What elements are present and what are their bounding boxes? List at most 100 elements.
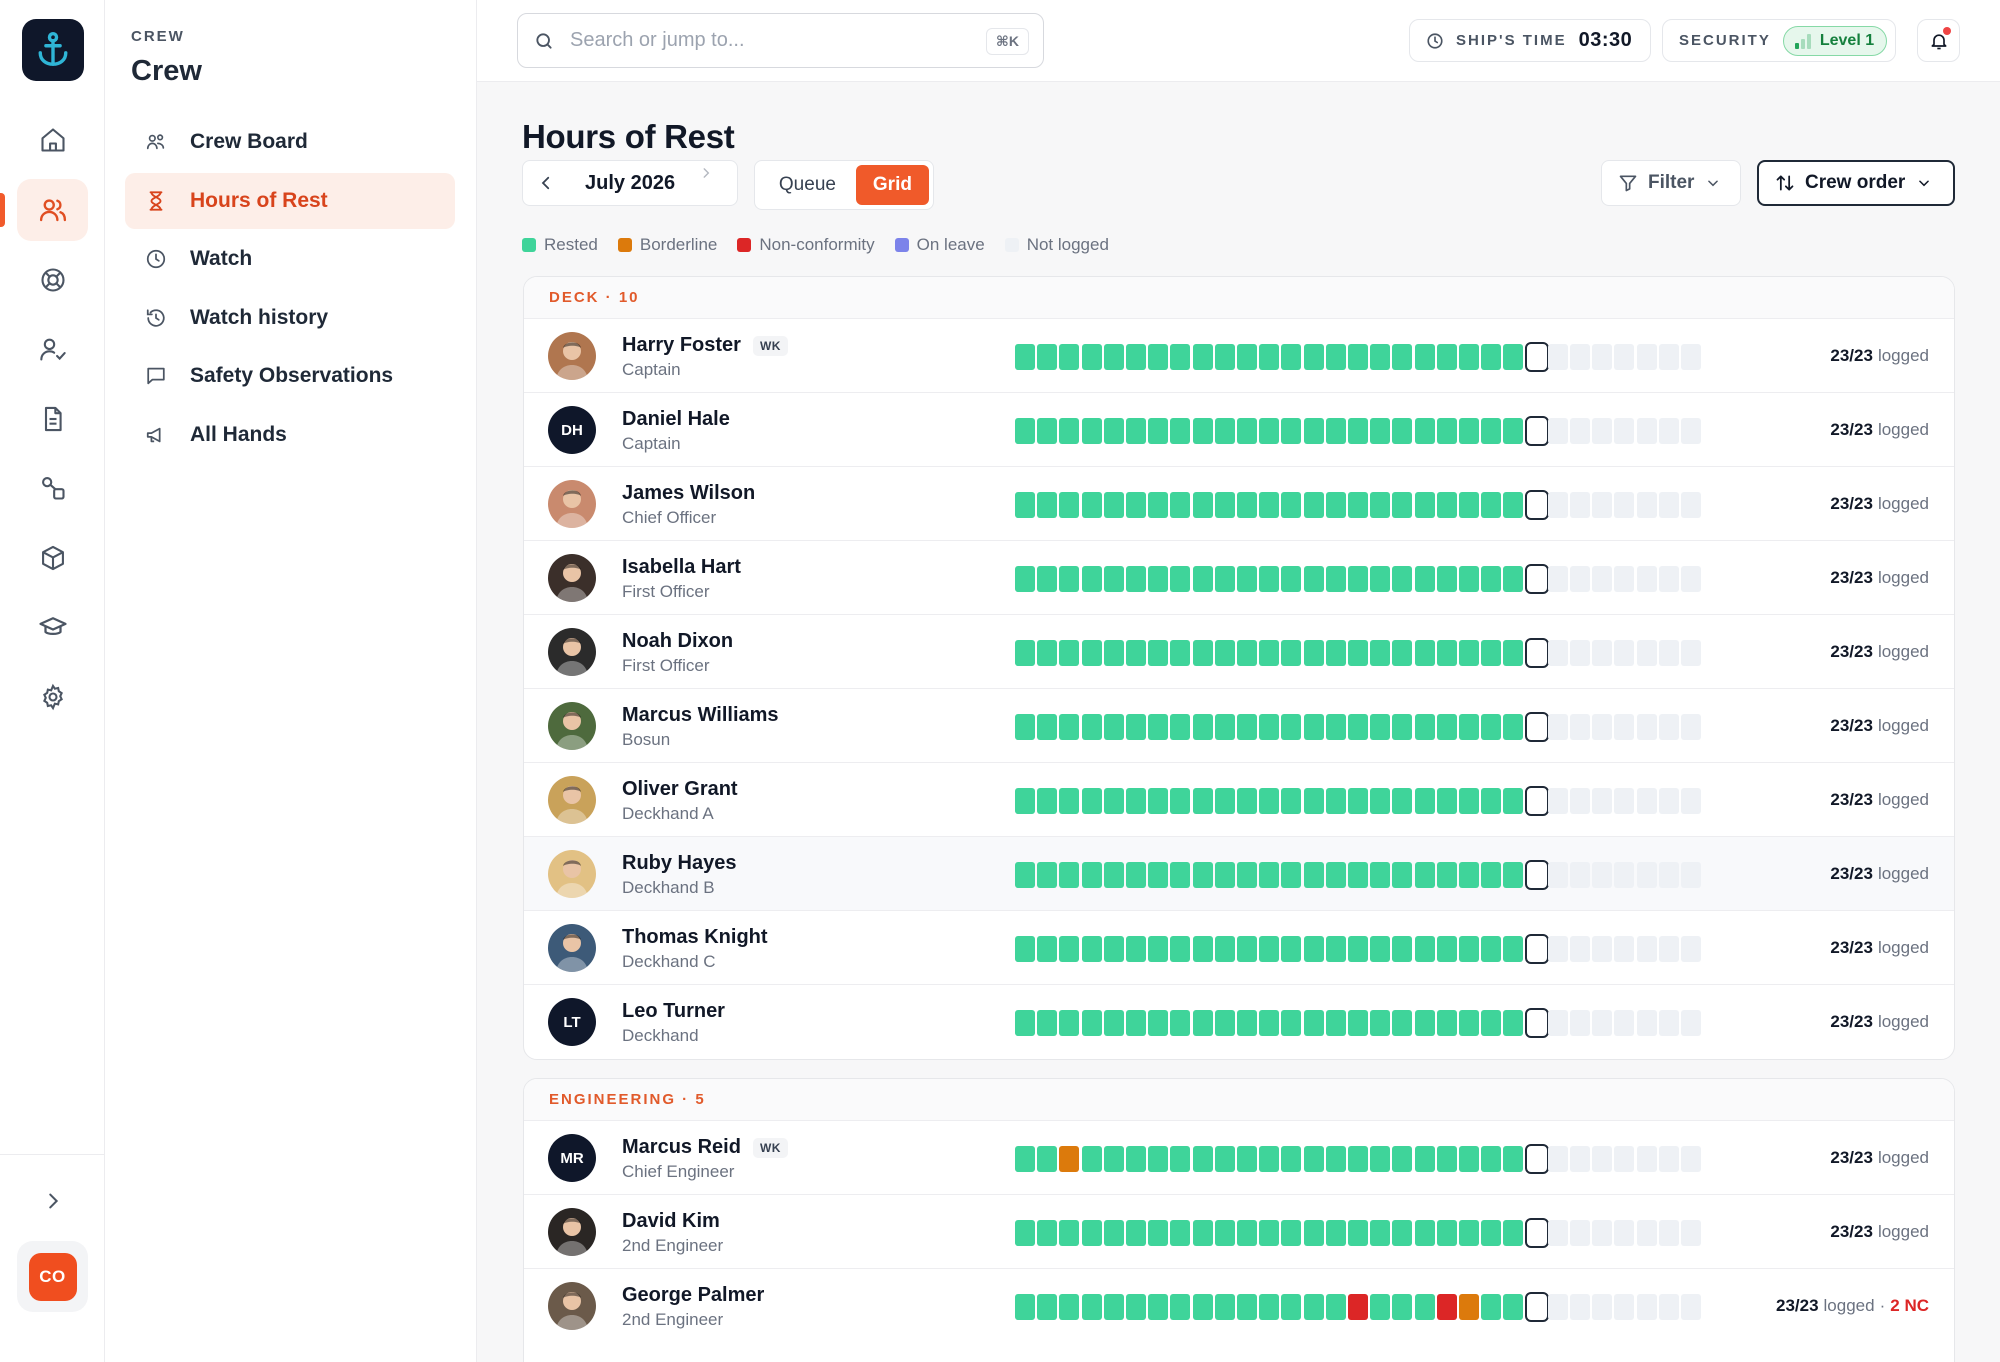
day-cell[interactable] <box>1081 714 1102 740</box>
day-cell[interactable] <box>1281 1146 1302 1172</box>
day-cell[interactable] <box>1059 418 1080 444</box>
crew-order-button[interactable]: Crew order <box>1757 160 1955 206</box>
day-cell[interactable] <box>1259 418 1280 444</box>
day-cell[interactable] <box>1126 566 1146 592</box>
day-cell[interactable] <box>1059 640 1080 666</box>
day-cell[interactable] <box>1281 1010 1302 1036</box>
day-cell[interactable] <box>1081 862 1102 888</box>
day-cell[interactable] <box>1259 1146 1280 1172</box>
crew-row-noah-dixon[interactable]: Noah Dixon First Officer 23/23 logged <box>524 615 1954 689</box>
day-cell[interactable] <box>1325 714 1346 740</box>
day-cell-today[interactable] <box>1524 786 1549 816</box>
crew-name[interactable]: Oliver Grant <box>622 778 738 800</box>
day-cell[interactable] <box>1214 1220 1235 1246</box>
day-cell[interactable] <box>1237 344 1257 370</box>
day-cell[interactable] <box>1636 418 1657 444</box>
day-cell[interactable] <box>1436 714 1457 740</box>
day-cell[interactable] <box>1459 640 1479 666</box>
day-cell[interactable] <box>1459 492 1479 518</box>
day-cell[interactable] <box>1459 344 1479 370</box>
day-cell[interactable] <box>1481 418 1502 444</box>
day-cell[interactable] <box>1281 936 1302 962</box>
day-cell[interactable] <box>1570 492 1590 518</box>
day-cell[interactable] <box>1370 862 1391 888</box>
day-cell[interactable] <box>1658 492 1679 518</box>
day-cell[interactable] <box>1148 1220 1169 1246</box>
crew-row-oliver-grant[interactable]: Oliver Grant Deckhand A 23/23 logged <box>524 763 1954 837</box>
day-cell[interactable] <box>1681 1010 1701 1036</box>
day-cell-today[interactable] <box>1524 934 1549 964</box>
day-cell[interactable] <box>1681 640 1701 666</box>
day-cell[interactable] <box>1148 418 1169 444</box>
lifebuoy-icon[interactable] <box>17 249 88 311</box>
day-cell[interactable] <box>1636 788 1657 814</box>
day-cell[interactable] <box>1325 936 1346 962</box>
day-cell[interactable] <box>1636 1010 1657 1036</box>
day-cell[interactable] <box>1170 1010 1191 1036</box>
day-cell[interactable] <box>1436 1294 1457 1320</box>
day-cell[interactable] <box>1281 1220 1302 1246</box>
day-cell[interactable] <box>1414 1294 1435 1320</box>
day-cell[interactable] <box>1192 566 1213 592</box>
day-cell[interactable] <box>1148 1294 1169 1320</box>
day-cell[interactable] <box>1214 1146 1235 1172</box>
day-cell[interactable] <box>1348 714 1368 740</box>
day-cell[interactable] <box>1503 418 1524 444</box>
day-cell[interactable] <box>1037 1294 1058 1320</box>
day-cell[interactable] <box>1103 1146 1124 1172</box>
day-cell-today[interactable] <box>1524 1218 1549 1248</box>
day-cell[interactable] <box>1214 1010 1235 1036</box>
day-cell[interactable] <box>1481 1146 1502 1172</box>
day-cell[interactable] <box>1481 492 1502 518</box>
day-cell[interactable] <box>1592 1146 1613 1172</box>
day-cell[interactable] <box>1281 788 1302 814</box>
crew-row-marcus-williams[interactable]: Marcus Williams Bosun 23/23 logged <box>524 689 1954 763</box>
day-cell[interactable] <box>1325 492 1346 518</box>
day-cell[interactable] <box>1370 1010 1391 1036</box>
day-cell[interactable] <box>1503 862 1524 888</box>
day-cell[interactable] <box>1658 344 1679 370</box>
day-cell[interactable] <box>1259 344 1280 370</box>
day-cell[interactable] <box>1103 714 1124 740</box>
day-cell[interactable] <box>1303 788 1324 814</box>
day-cell[interactable] <box>1237 418 1257 444</box>
day-cell[interactable] <box>1436 566 1457 592</box>
day-cell[interactable] <box>1281 418 1302 444</box>
day-cell[interactable] <box>1614 1294 1635 1320</box>
crew-name[interactable]: Harry Foster <box>622 334 741 356</box>
day-cell[interactable] <box>1214 640 1235 666</box>
day-cell[interactable] <box>1170 344 1191 370</box>
day-cell[interactable] <box>1592 788 1613 814</box>
day-cell[interactable] <box>1148 936 1169 962</box>
day-cell-today[interactable] <box>1524 490 1549 520</box>
expand-chevron-icon[interactable] <box>17 1170 88 1232</box>
day-cell[interactable] <box>1481 788 1502 814</box>
day-cell[interactable] <box>1103 418 1124 444</box>
day-cell-today[interactable] <box>1524 638 1549 668</box>
day-cell[interactable] <box>1459 1294 1479 1320</box>
day-cell[interactable] <box>1170 418 1191 444</box>
day-cell[interactable] <box>1414 936 1435 962</box>
day-cell[interactable] <box>1636 344 1657 370</box>
sidebar-item-crew-board[interactable]: Crew Board <box>125 114 455 170</box>
day-cell[interactable] <box>1348 1010 1368 1036</box>
day-cell[interactable] <box>1570 640 1590 666</box>
day-cell[interactable] <box>1348 862 1368 888</box>
day-cell[interactable] <box>1015 418 1035 444</box>
day-cell[interactable] <box>1170 936 1191 962</box>
day-cell[interactable] <box>1303 1010 1324 1036</box>
crew-name[interactable]: James Wilson <box>622 482 756 504</box>
day-cell[interactable] <box>1126 788 1146 814</box>
day-cell[interactable] <box>1103 566 1124 592</box>
day-cell[interactable] <box>1103 936 1124 962</box>
day-cell[interactable] <box>1570 714 1590 740</box>
day-cell[interactable] <box>1370 566 1391 592</box>
day-cell[interactable] <box>1170 714 1191 740</box>
day-cell[interactable] <box>1037 714 1058 740</box>
day-cell[interactable] <box>1192 1220 1213 1246</box>
day-cell[interactable] <box>1570 1294 1590 1320</box>
crew-name[interactable]: George Palmer <box>622 1284 765 1306</box>
day-cell[interactable] <box>1592 1294 1613 1320</box>
document-icon[interactable] <box>17 388 88 450</box>
day-cell[interactable] <box>1503 1146 1524 1172</box>
